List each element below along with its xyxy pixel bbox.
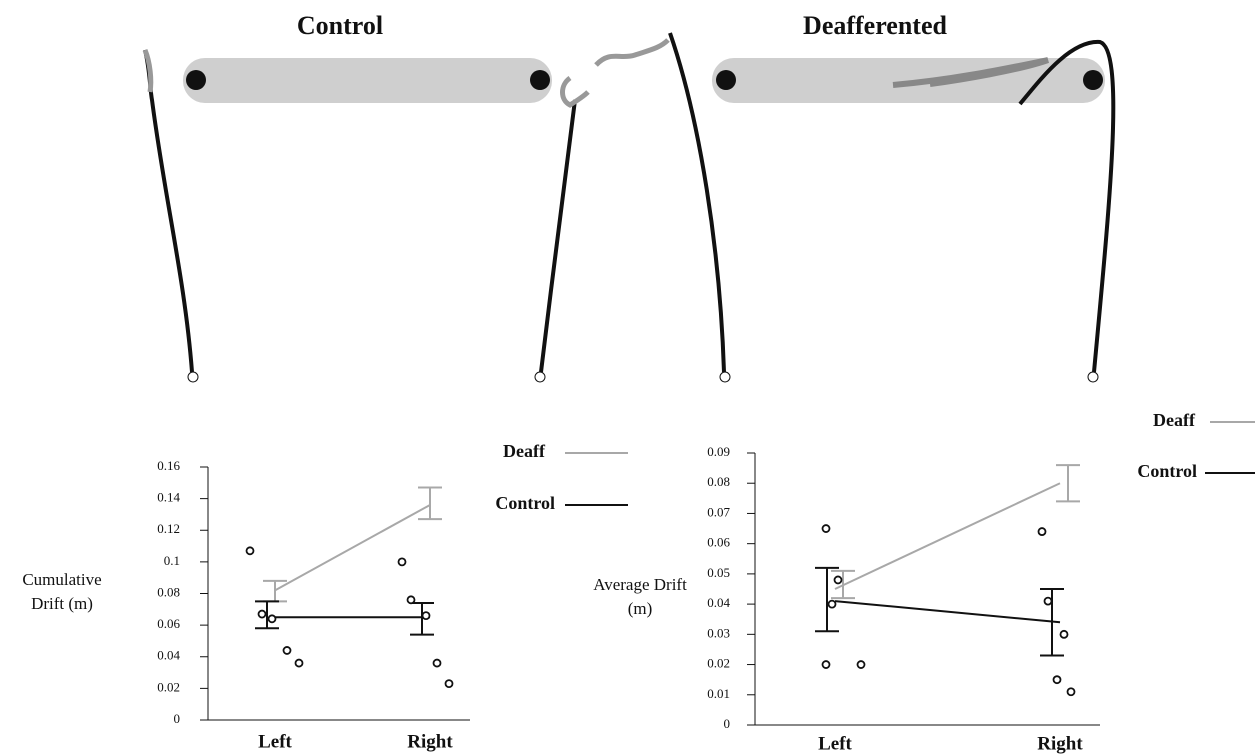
error-bar: [1056, 464, 1080, 503]
subject-point: [257, 609, 267, 619]
y-tick-label: 0: [174, 711, 181, 726]
series-line: [834, 482, 1061, 590]
y-tick-label: 0.1: [164, 553, 180, 568]
subject-point: [245, 546, 255, 556]
subject-point: [421, 611, 431, 621]
y-tick-label: 0.06: [707, 535, 730, 550]
subject-point: [294, 658, 304, 668]
control-drawing: [142, 49, 590, 383]
y-axis-label: (m): [628, 599, 653, 618]
legend-label: Control: [495, 493, 555, 513]
y-tick-label: 0.01: [707, 686, 730, 701]
error-bar: [255, 600, 279, 630]
error-bar: [418, 486, 442, 521]
y-axis-label: Drift (m): [31, 594, 93, 613]
subject-point: [821, 524, 831, 533]
y-tick-label: 0.07: [707, 504, 730, 519]
subject-point: [1059, 629, 1069, 639]
y-tick-label: 0.02: [157, 679, 180, 694]
subject-point: [267, 614, 277, 624]
y-tick-label: 0.12: [157, 521, 180, 536]
x-tick-label: Right: [1037, 733, 1083, 754]
x-tick-label: Left: [818, 733, 852, 754]
y-tick-label: 0.08: [707, 474, 730, 489]
series-line: [274, 504, 431, 592]
x-tick-label: Left: [258, 731, 292, 752]
error-bar: [815, 566, 839, 633]
error-bar: [263, 579, 287, 603]
subject-point: [397, 557, 407, 567]
y-tick-label: 0.04: [707, 595, 730, 610]
y-axis-label: Average Drift: [593, 575, 687, 594]
subject-point: [856, 660, 866, 669]
y-tick-label: 0.05: [707, 565, 730, 580]
y-axis-label: Cumulative: [22, 570, 101, 589]
series-line: [834, 600, 1061, 624]
subject-point: [1052, 675, 1062, 685]
error-bar: [410, 601, 434, 636]
panel-title: Deafferented: [803, 11, 947, 40]
subject-point: [1066, 687, 1076, 697]
error-bar: [1040, 588, 1064, 657]
legend-label: Deaff: [1153, 410, 1196, 430]
subject-point: [282, 646, 292, 655]
y-tick-label: 0.16: [157, 458, 180, 473]
subject-point: [1037, 527, 1047, 536]
subject-point: [1043, 596, 1053, 606]
subject-point: [833, 575, 843, 585]
legend-label: Control: [1137, 461, 1197, 481]
y-tick-label: 0.06: [157, 616, 180, 631]
y-tick-label: 0: [724, 716, 731, 731]
error-bar: [831, 569, 855, 600]
y-tick-label: 0.04: [157, 648, 180, 663]
x-tick-label: Right: [407, 731, 453, 752]
subject-point: [444, 679, 454, 689]
y-tick-label: 0.09: [707, 444, 730, 459]
subject-point: [432, 658, 442, 668]
legend-label: Deaff: [503, 441, 546, 461]
y-tick-label: 0.02: [707, 656, 730, 671]
panel-title: Control: [297, 11, 383, 40]
subject-point: [821, 660, 831, 669]
y-tick-label: 0.14: [157, 490, 180, 505]
subject-point: [406, 595, 416, 605]
subject-point: [827, 599, 837, 609]
deafferented-drawing: [594, 32, 1116, 383]
y-tick-label: 0.03: [707, 625, 730, 640]
y-tick-label: 0.08: [157, 584, 180, 599]
